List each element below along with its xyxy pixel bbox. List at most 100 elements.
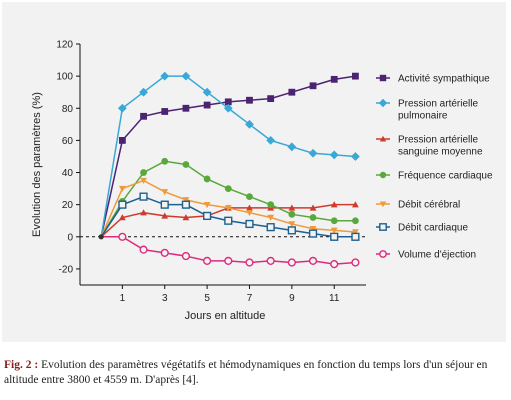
series-5: [100, 177, 359, 238]
data-point: [224, 205, 232, 212]
data-point: [246, 204, 253, 211]
origin-point: [98, 234, 104, 240]
data-point: [245, 119, 254, 129]
data-point: [139, 87, 148, 97]
data-point: [161, 212, 169, 219]
legend-item: Débit cérébral: [376, 200, 460, 211]
data-point: [182, 104, 190, 112]
legend-swatch-marker: [378, 98, 388, 108]
line-chart: -20 0 20 40 60 80 100 120 1 3 5 7 9 11 Activité sympa…: [31, 40, 493, 323]
series-line: [100, 160, 356, 238]
data-point: [352, 229, 359, 236]
data-point: [245, 219, 254, 229]
series-6: [100, 192, 360, 241]
data-point: [246, 209, 253, 217]
data-point: [352, 72, 359, 80]
y-tick-label: -20: [59, 264, 74, 275]
data-point: [287, 258, 296, 267]
data-point: [287, 142, 297, 152]
legend-label: Pression artérielle: [398, 135, 478, 146]
data-point: [118, 185, 126, 192]
data-point: [308, 148, 318, 158]
data-point: [245, 258, 254, 267]
data-point: [160, 71, 170, 81]
data-point: [203, 175, 211, 183]
data-point: [181, 251, 191, 261]
legend-swatch-marker: [379, 135, 387, 142]
data-point: [203, 201, 211, 209]
axes: -20 0 20 40 60 80 100 120 1 3 5 7 9 11: [56, 40, 366, 304]
legend-swatch-marker: [379, 74, 387, 82]
data-point: [224, 256, 233, 266]
data-point: [182, 161, 190, 168]
data-point: [203, 101, 211, 109]
legend-label: Activité sympathique: [398, 74, 490, 85]
data-point: [160, 200, 169, 209]
data-point: [351, 232, 360, 241]
data-point: [140, 177, 147, 184]
data-point: [182, 197, 190, 204]
data-point: [181, 200, 191, 209]
caption-label: Fig. 2 :: [4, 359, 39, 371]
data-point: [288, 221, 296, 228]
figure-caption: Fig. 2 : Evolution des paramètres végéta…: [4, 358, 507, 388]
legend-label: pulmonaire: [398, 111, 448, 122]
data-point: [352, 201, 359, 208]
data-point: [118, 137, 126, 144]
data-point: [330, 232, 339, 241]
data-point: [266, 223, 275, 232]
data-point: [308, 256, 318, 266]
legend-swatch-marker: [379, 250, 387, 258]
data-point: [330, 227, 338, 234]
x-tick-label: 1: [120, 293, 126, 304]
data-point: [330, 260, 339, 269]
data-point: [161, 189, 169, 196]
y-tick-label: 120: [56, 40, 73, 51]
legend-swatch-marker: [379, 201, 387, 208]
legend-item: Activité sympathique: [376, 74, 490, 85]
data-point: [181, 71, 191, 81]
data-point: [309, 82, 317, 90]
data-point: [266, 136, 276, 145]
data-point: [288, 210, 296, 218]
data-point: [288, 88, 296, 96]
legend-item: Volume d'éjection: [376, 250, 476, 261]
data-point: [266, 256, 275, 266]
data-point: [161, 157, 169, 165]
data-point: [139, 245, 148, 254]
y-tick-label: 60: [62, 136, 74, 147]
data-point: [246, 96, 253, 104]
data-point: [329, 150, 339, 160]
data-point: [118, 214, 126, 221]
data-point: [309, 226, 317, 233]
y-tick-label: 80: [62, 104, 74, 115]
data-point: [203, 256, 212, 266]
y-tick-label: 20: [62, 200, 74, 211]
data-point: [267, 95, 275, 103]
series-7: [101, 232, 360, 269]
x-tick-label: 11: [329, 293, 340, 304]
legend-label: sanguine moyenne: [398, 147, 483, 158]
x-tick-label: 3: [162, 293, 168, 304]
legend-label: Fréquence cardiaque: [398, 171, 493, 182]
legend-label: Débit cérébral: [398, 200, 460, 211]
legend-item: Fréquence cardiaque: [376, 171, 493, 182]
data-point: [309, 204, 317, 211]
data-point: [267, 201, 275, 209]
x-tick-label: 7: [247, 293, 253, 304]
series-layer: [98, 71, 360, 269]
data-point: [118, 232, 127, 241]
legend-label: Pression artérielle: [398, 99, 478, 110]
data-point: [287, 226, 296, 235]
y-axis-title: Evolution des paramètres (%): [31, 92, 43, 237]
x-axis-title: Jours en altitude: [185, 310, 266, 322]
x-tick-label: 5: [204, 293, 210, 304]
data-point: [330, 75, 338, 83]
data-point: [118, 200, 127, 209]
legend-item: Débit cardiaque: [376, 223, 468, 234]
data-point: [224, 185, 232, 193]
data-point: [202, 87, 212, 97]
